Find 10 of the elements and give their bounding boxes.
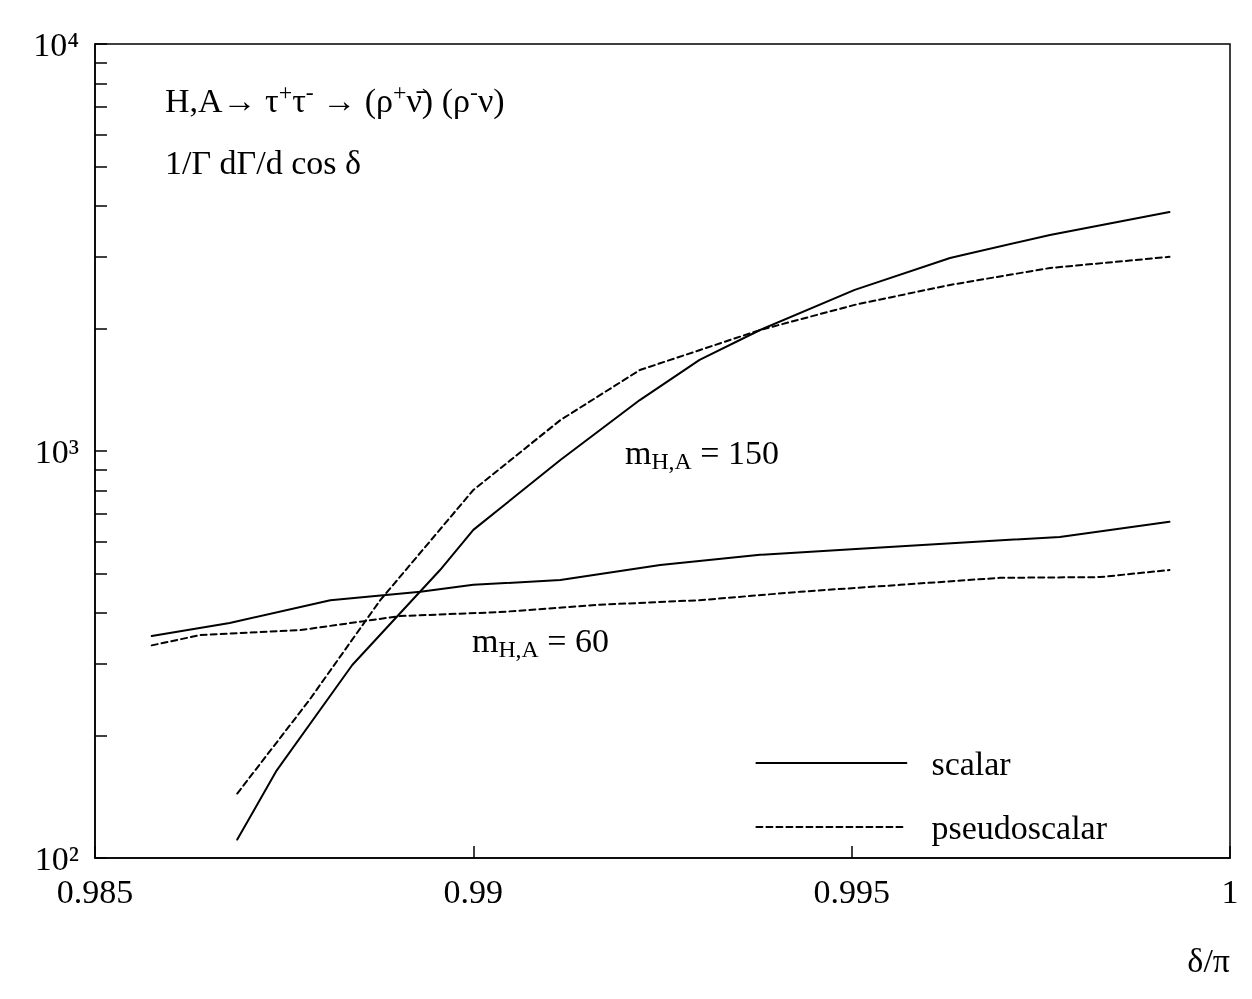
annotation: 1/Γ dΓ/d cos δ [165, 143, 362, 181]
y-tick-label: 10³ [34, 432, 79, 470]
y-tick-label: 10⁴ [33, 25, 79, 63]
legend-label: scalar [931, 744, 1012, 782]
x-axis-title: δ/π [1187, 941, 1230, 979]
x-tick-label: 0.99 [443, 872, 504, 910]
text: H,A→ τ+τ- → (ρ+ν̄) (ρ-ν) [165, 78, 505, 119]
legend-label: pseudoscalar [931, 808, 1108, 846]
x-tick-label: 1 [1221, 872, 1239, 910]
x-tick-label: 0.995 [813, 872, 890, 910]
